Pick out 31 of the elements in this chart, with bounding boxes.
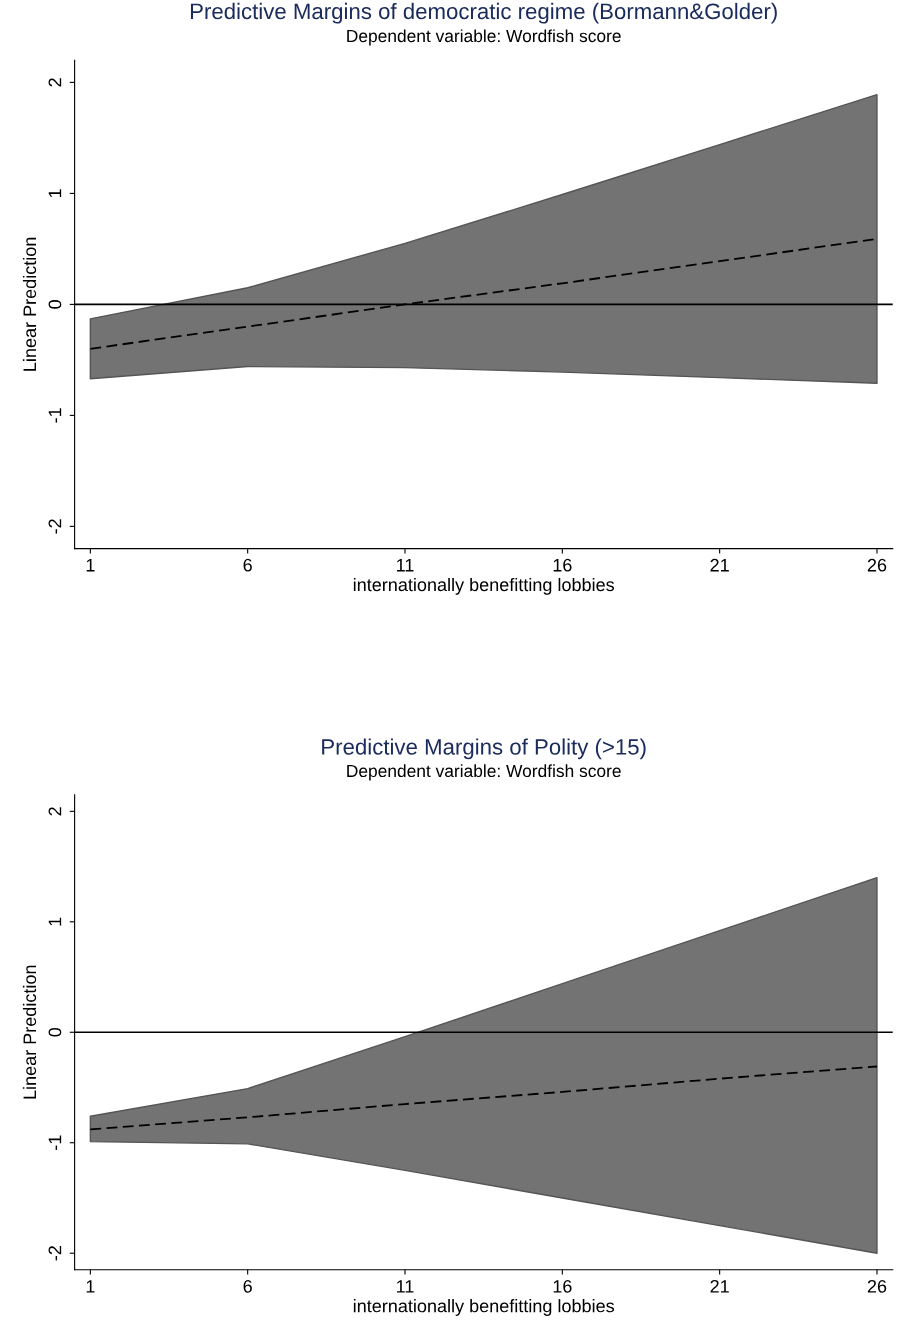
x-tick-label: 16: [553, 558, 572, 572]
x-tick-label: 1: [86, 558, 95, 572]
y-tick-label: 0: [48, 300, 62, 309]
y-tick-label: 2: [48, 78, 62, 87]
x-tick-label: 11: [397, 558, 414, 572]
x-tick-label: 6: [243, 1279, 252, 1293]
chart-title: Predictive Margins of democratic regime (Bormann&Golder): [190, 2, 777, 24]
y-axis-title: Linear Prediction: [22, 237, 37, 371]
x-tick-label: 21: [710, 1279, 729, 1293]
y-tick-label: -2: [48, 1246, 62, 1261]
chart-subtitle: Dependent variable: Wordfish score: [347, 764, 621, 781]
x-tick-label: 21: [710, 558, 729, 572]
x-tick-label: 11: [397, 1280, 414, 1293]
x-tick-label: 26: [867, 558, 887, 572]
line-series: [89, 1065, 878, 1131]
y-tick-label: -1: [48, 408, 62, 423]
y-tick-label: 2: [48, 807, 62, 816]
y-tick-label: 0: [48, 1027, 62, 1037]
x-tick-label: 26: [867, 1279, 887, 1293]
x-axis-title: internationally benefitting lobbies: [353, 577, 615, 595]
x-tick-label: 6: [243, 558, 252, 572]
chart-subtitle: Dependent variable: Wordfish score: [347, 29, 621, 46]
y-tick-label: -1: [48, 1135, 62, 1150]
y-tick-label: -2: [48, 519, 62, 534]
x-axis-title: internationally benefitting lobbies: [353, 1299, 615, 1316]
y-tick-label: 1: [48, 917, 62, 926]
y-tick-label: 1: [48, 189, 62, 198]
x-tick-label: 16: [553, 1279, 572, 1293]
chart-title: Predictive Margins of Polity (>15): [322, 738, 646, 760]
x-tick-label: 1: [86, 1280, 95, 1293]
y-axis-title: Linear Prediction: [22, 965, 37, 1099]
